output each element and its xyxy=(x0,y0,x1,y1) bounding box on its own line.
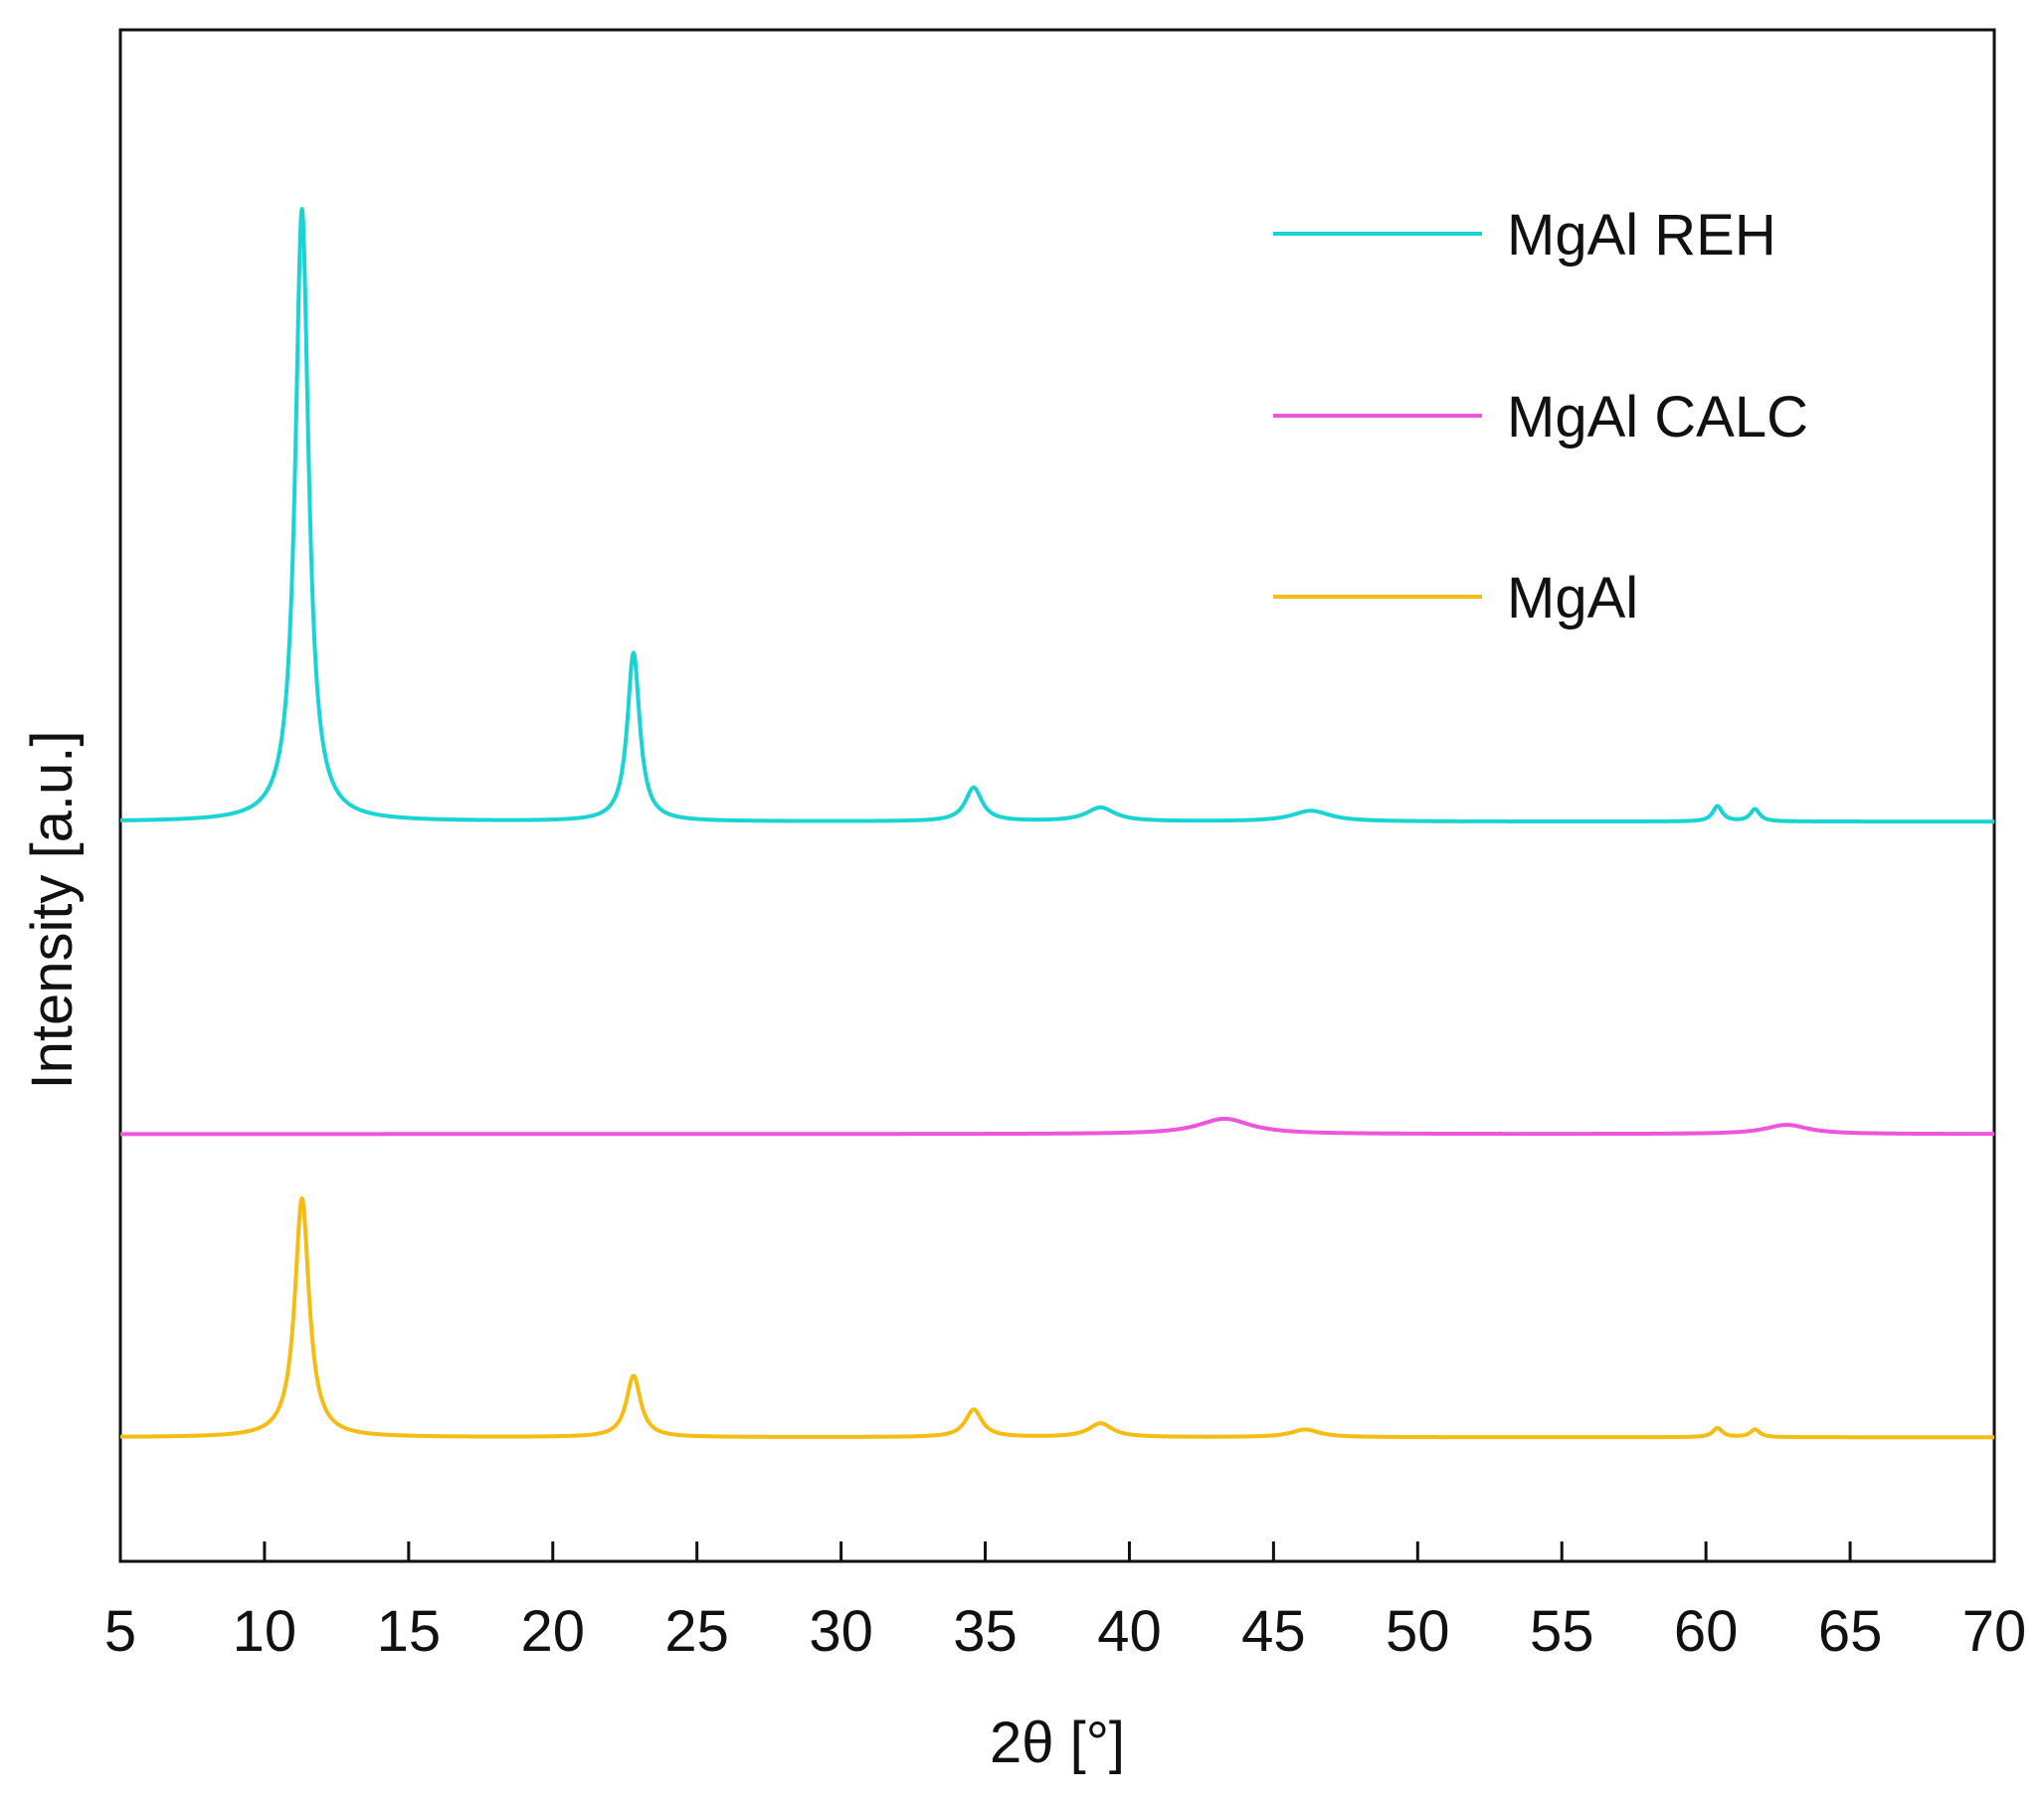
series-line-3 xyxy=(118,1195,1996,1440)
series-line-2 xyxy=(118,1116,1996,1137)
x-tick-label: 70 xyxy=(1962,1599,2027,1664)
x-tick-label: 55 xyxy=(1530,1599,1594,1664)
x-tick-label: 10 xyxy=(233,1599,297,1664)
x-tick-label: 50 xyxy=(1386,1599,1450,1664)
x-tick-label: 30 xyxy=(809,1599,873,1664)
x-tick-label: 20 xyxy=(521,1599,586,1664)
legend: MgAl REH MgAl CALC MgAl xyxy=(1273,203,1808,631)
legend-label: MgAl xyxy=(1507,566,1638,631)
y-axis-label: Intensity [a.u.] xyxy=(20,730,85,1089)
x-tick-label: 15 xyxy=(377,1599,442,1664)
legend-label: MgAl CALC xyxy=(1507,385,1808,450)
x-axis-label: 2θ [°] xyxy=(990,1711,1125,1775)
x-tick-label: 35 xyxy=(953,1599,1018,1664)
x-tick-label: 65 xyxy=(1818,1599,1883,1664)
x-tick-label: 45 xyxy=(1241,1599,1306,1664)
series-line-1 xyxy=(118,207,1996,824)
x-tick-label: 25 xyxy=(664,1599,729,1664)
x-tick-label: 40 xyxy=(1097,1599,1162,1664)
series-layer xyxy=(118,207,1996,1440)
legend-label: MgAl REH xyxy=(1507,203,1776,268)
plot-frame xyxy=(118,28,1996,1563)
x-axis-ticks: 5 10 15 20 25 30 35 40 45 50 55 60 65 70 xyxy=(104,1541,2026,1664)
x-tick-label: 5 xyxy=(104,1599,136,1664)
x-tick-label: 60 xyxy=(1674,1599,1739,1664)
